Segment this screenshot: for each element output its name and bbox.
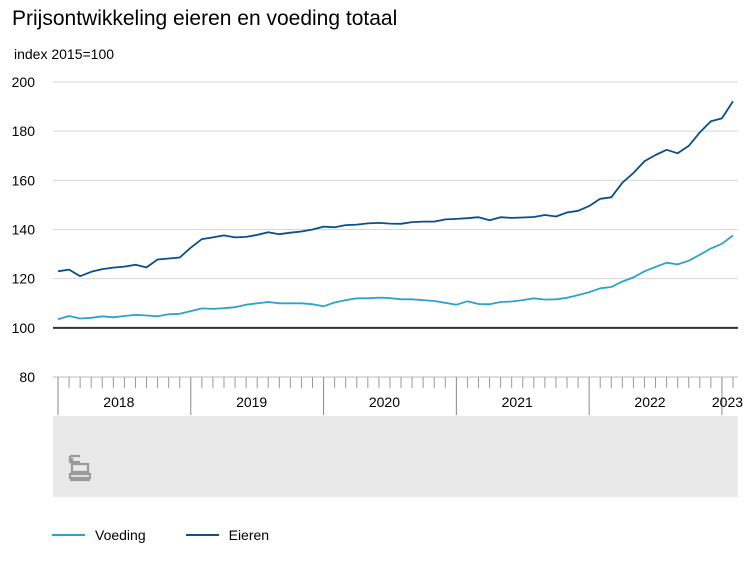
x-tick-label-2023: 2023 <box>712 394 743 410</box>
cbs-logo-part-2 <box>68 472 92 482</box>
y-tick-label-180: 180 <box>12 123 36 139</box>
legend-item-voeding[interactable]: Voeding <box>52 527 146 543</box>
legend: Voeding Eieren <box>52 527 309 543</box>
x-tick-label-2020: 2020 <box>369 394 400 410</box>
x-tick-label-2018: 2018 <box>103 394 134 410</box>
cbs-logo-icon <box>68 454 92 482</box>
x-tick-label-2019: 2019 <box>236 394 267 410</box>
legend-item-eieren[interactable]: Eieren <box>185 527 270 543</box>
series-line-eieren <box>57 100 734 278</box>
chart-title: Prijsontwikkeling eieren en voeding tota… <box>12 7 398 30</box>
legend-label-eieren: Eieren <box>228 527 270 543</box>
y-axis-unit-label: index 2015=100 <box>14 46 115 62</box>
y-tick-label-120: 120 <box>12 271 36 287</box>
x-tick-label-2022: 2022 <box>634 394 665 410</box>
legend-swatch-voeding <box>52 534 85 536</box>
footer-panel <box>53 416 738 497</box>
x-tick-label-2021: 2021 <box>502 394 533 410</box>
y-tick-label-160: 160 <box>12 172 36 188</box>
y-tick-label-100: 100 <box>12 320 36 336</box>
legend-swatch-eieren <box>185 534 219 536</box>
y-tick-label-80: 80 <box>19 369 35 385</box>
y-tick-label-140: 140 <box>12 222 36 238</box>
legend-label-voeding: Voeding <box>95 527 146 543</box>
cbs-logo-part-1 <box>70 458 90 474</box>
series-line-voeding <box>57 234 734 321</box>
y-tick-label-200: 200 <box>12 74 36 90</box>
cbs-logo-part-0 <box>68 454 80 464</box>
